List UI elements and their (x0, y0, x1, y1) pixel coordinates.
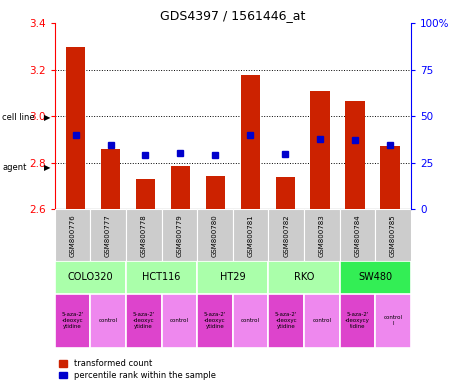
Bar (375, 209, 411, 261)
Text: 5-aza-2'
-deoxyc
ytidine: 5-aza-2' -deoxyc ytidine (275, 312, 297, 329)
Bar (197, 209, 233, 261)
Text: GSM800785: GSM800785 (390, 214, 396, 257)
Text: GSM800776: GSM800776 (69, 214, 76, 257)
Text: GSM800777: GSM800777 (105, 214, 111, 257)
Text: COLO320: COLO320 (67, 272, 113, 283)
Bar (206, 176, 225, 209)
Bar (380, 146, 399, 209)
Text: SW480: SW480 (358, 272, 392, 283)
Bar (304, 209, 340, 261)
Text: control: control (170, 318, 189, 323)
Text: GSM800784: GSM800784 (354, 214, 361, 257)
Bar (126, 294, 162, 348)
Bar (55, 209, 90, 261)
Bar (340, 294, 375, 348)
Bar (340, 209, 375, 261)
Bar (340, 261, 411, 294)
Bar (233, 209, 268, 261)
Legend: transformed count, percentile rank within the sample: transformed count, percentile rank withi… (59, 359, 216, 380)
Text: GSM800781: GSM800781 (247, 214, 254, 257)
Text: RKO: RKO (294, 272, 314, 283)
Bar (345, 101, 365, 209)
Bar (304, 294, 340, 348)
Text: ▶: ▶ (44, 113, 51, 122)
Text: 5-aza-2'
-deoxyc
ytidine: 5-aza-2' -deoxyc ytidine (61, 312, 84, 329)
Bar (90, 209, 126, 261)
Bar (90, 294, 126, 348)
Text: GSM800778: GSM800778 (141, 214, 147, 257)
Bar (162, 209, 197, 261)
Bar (136, 179, 155, 209)
Bar (375, 294, 411, 348)
Bar (276, 177, 295, 209)
Bar (233, 294, 268, 348)
Text: control: control (99, 318, 118, 323)
Bar (126, 209, 162, 261)
Text: control
l: control l (384, 315, 403, 326)
Text: GSM800783: GSM800783 (319, 214, 325, 257)
Text: GSM800780: GSM800780 (212, 214, 218, 257)
Text: control: control (313, 318, 332, 323)
Bar (268, 294, 304, 348)
Bar (126, 261, 197, 294)
Text: control: control (241, 318, 260, 323)
Bar (101, 149, 120, 209)
Text: ▶: ▶ (44, 162, 51, 172)
Text: GSM800782: GSM800782 (283, 214, 289, 257)
Bar (55, 261, 126, 294)
Text: HCT116: HCT116 (142, 272, 180, 283)
Bar (241, 75, 260, 209)
Bar (268, 261, 340, 294)
Text: agent: agent (2, 162, 27, 172)
Bar (268, 209, 304, 261)
Bar (197, 294, 233, 348)
Text: 5-aza-2'
-deoxyc
ytidine: 5-aza-2' -deoxyc ytidine (204, 312, 226, 329)
Bar (162, 294, 197, 348)
Text: GSM800779: GSM800779 (176, 214, 182, 257)
Bar (66, 48, 85, 209)
Bar (55, 294, 90, 348)
Text: HT29: HT29 (220, 272, 246, 283)
Text: 5-aza-2'
-deoxycy
tidine: 5-aza-2' -deoxycy tidine (345, 312, 370, 329)
Bar (197, 261, 268, 294)
Text: cell line: cell line (2, 113, 35, 122)
Bar (171, 166, 190, 209)
Text: 5-aza-2'
-deoxyc
ytidine: 5-aza-2' -deoxyc ytidine (133, 312, 155, 329)
Title: GDS4397 / 1561446_at: GDS4397 / 1561446_at (160, 9, 305, 22)
Bar (311, 91, 330, 209)
